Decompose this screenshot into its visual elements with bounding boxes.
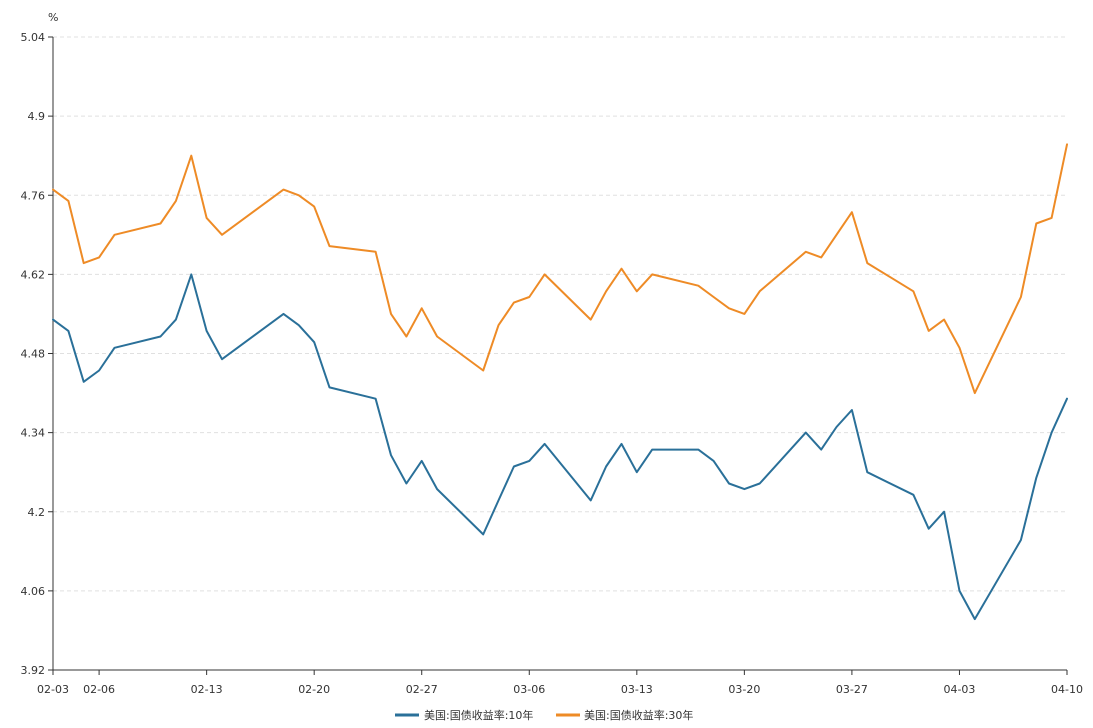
y-tick-label: 3.92	[21, 664, 46, 677]
x-tick-label: 03-20	[728, 683, 760, 696]
y-tick-label: 4.9	[28, 110, 46, 123]
legend-item-10y[interactable]: 美国:国债收益率:10年	[395, 708, 533, 722]
legend-label: 美国:国债收益率:10年	[424, 708, 533, 722]
x-tick-label: 04-03	[943, 683, 975, 696]
series-line-30y	[52, 143, 1068, 395]
legend-item-30y[interactable]: 美国:国债收益率:30年	[556, 708, 693, 722]
x-tick-label: 02-20	[298, 683, 330, 696]
legend: 美国:国债收益率:10年 美国:国债收益率:30年	[395, 708, 693, 722]
x-tick-label: 02-03	[37, 683, 69, 696]
y-tick-label: 4.48	[21, 348, 46, 361]
x-tick-label: 03-13	[621, 683, 653, 696]
y-unit-label: %	[48, 11, 58, 24]
legend-label: 美国:国债收益率:30年	[584, 708, 693, 722]
x-tick-label: 02-13	[191, 683, 223, 696]
x-tick-label: 02-06	[83, 683, 115, 696]
x-tick-label: 04-10	[1051, 683, 1083, 696]
y-tick-label: 4.2	[28, 506, 46, 519]
grid	[53, 36, 1067, 592]
y-tick-label: 5.04	[21, 31, 46, 44]
axes: 3.92 4.06 4.2 4.34 4.48 4.62 4.76 4.9 5.04% 02-03…	[21, 11, 1083, 696]
series-line-10y	[52, 273, 1068, 621]
x-tick-label: 03-06	[513, 683, 545, 696]
y-tick-label: 4.76	[21, 189, 46, 202]
y-tick-label: 4.06	[21, 585, 46, 598]
y-tick-label: 4.62	[21, 268, 46, 281]
y-tick-label: 4.34	[21, 427, 46, 440]
series-group	[52, 143, 1068, 621]
x-tick-label: 03-27	[836, 683, 868, 696]
x-tick-label: 02-27	[406, 683, 438, 696]
